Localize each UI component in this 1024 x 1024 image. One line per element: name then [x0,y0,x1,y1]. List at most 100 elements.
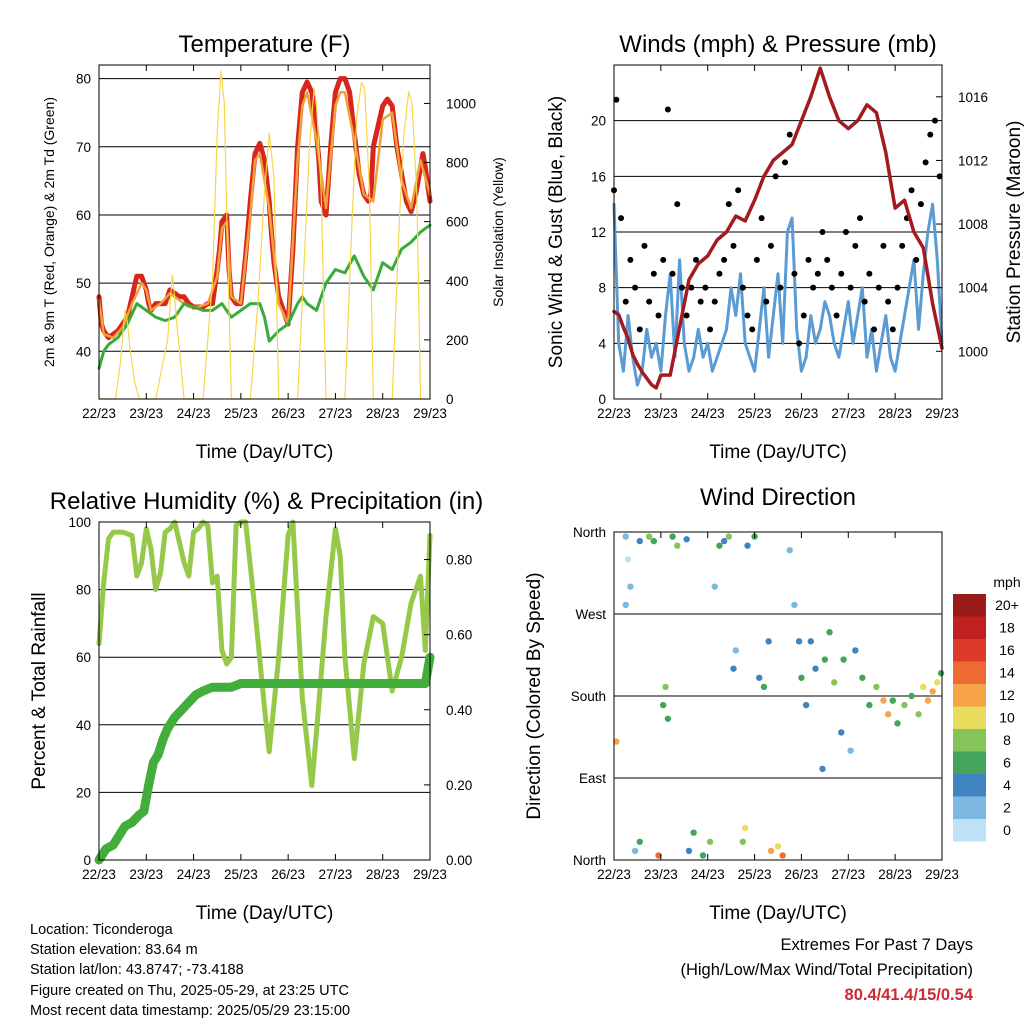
winds-gust-point [913,256,920,263]
wind_direction-point [884,711,892,718]
winds-gust-point [931,117,938,124]
humidity-ytick-label: 100 [68,515,91,530]
wind_direction-point [744,542,751,549]
wind_direction-xtick-label: 22/23 [597,867,631,882]
winds-ytick-label: 0 [598,392,606,407]
colorbar-swatch [953,796,986,819]
wind_direction-point [631,847,639,855]
wind_direction-xtick-label: 28/23 [878,867,912,882]
temperature-frame [98,64,431,400]
colorbar-label: 2 [1003,800,1011,816]
wind_direction-point [739,838,747,845]
winds-gust-point [688,284,695,291]
winds-xlabel: Time (Day/UTC) [709,442,847,463]
winds-gust-point [763,298,770,305]
winds-gust-point [613,96,620,103]
winds-gust-point [871,326,878,333]
winds-gust-point [669,270,676,277]
winds-gust-point [622,298,629,305]
wind_direction-point [786,547,793,554]
temperature-ytick-label: 40 [76,344,91,359]
winds-gust-point [678,284,685,291]
wind_direction-point [767,847,775,855]
colorbar-label: 16 [999,642,1015,658]
temperature-series-green [97,223,432,370]
humidity-y2tick-label: 0.00 [446,853,472,868]
colorbar-label: 8 [1003,732,1011,748]
winds-gust-point [852,242,859,249]
temperature-panel: 22/23 23/23 24/23 25/23 26/23 27/23 28/23 29/23… [41,31,506,463]
temperature-series-orange [97,91,432,339]
humidity-xtick-label: 24/23 [177,867,211,882]
colorbar-swatch [953,616,986,639]
wind_direction-point [613,738,620,745]
temperature-xlabel: Time (Day/UTC) [196,442,334,463]
wind_direction-point [690,829,697,836]
wind_direction-point [866,701,873,709]
wind_direction-point [622,533,629,540]
winds-xtick-label: 27/23 [831,406,865,421]
winds-gust-point [627,256,634,263]
wind_direction-point [699,852,707,859]
humidity-xlabel: Time (Day/UTC) [196,903,334,924]
wind_direction-point [720,537,728,545]
wind_direction-point [756,674,763,681]
winds-gust-point [782,159,789,166]
wind_direction-point [645,533,653,540]
temperature-xtick-label: 26/23 [271,406,305,421]
wind_direction-point [812,665,819,672]
humidity-ytick-label: 80 [76,583,91,598]
humidity-y2tick-label: 0.40 [446,703,472,718]
winds-gust-point [814,270,821,277]
winds-gust-point [767,242,774,249]
winds-ylabel: Sonic Wind & Gust (Blue, Black) [546,96,567,368]
wind_direction-point [802,701,810,709]
colorbar-label: 20+ [995,597,1019,613]
winds-gust-point [885,298,892,305]
temperature-ytick-label: 80 [76,72,91,87]
wind_direction-point [852,647,859,654]
extremes-subtitle: (High/Low/Max Wind/Total Precipitation) [680,961,973,979]
wind_direction-point [779,852,786,859]
wind_direction-ytick-label: South [571,689,606,704]
humidity-xtick-label: 27/23 [319,867,353,882]
wind_direction-point [732,647,740,654]
timestamp-text: Most recent data timestamp: 2025/05/29 2… [30,1002,351,1019]
wind_direction-point [880,697,887,704]
winds-gust-point [828,284,835,291]
wind_direction-point [765,638,772,645]
winds-ytick-label: 8 [598,281,606,296]
winds-gust-point [899,242,906,249]
temperature-y2tick-label: 200 [446,333,469,348]
latlon-text: Station lat/lon: 43.8747; -73.4188 [30,962,244,979]
winds-gust-point [857,215,863,222]
colorbar-label: 12 [999,687,1015,703]
humidity-ytick-label: 0 [83,853,91,868]
winds-gust-point [646,298,653,305]
winds-gust-point [674,201,681,208]
humidity-xtick-label: 25/23 [224,867,258,882]
winds-gust-point [922,159,929,166]
wind_direction-title: Wind Direction [700,484,856,511]
wind_direction-point [901,701,908,709]
winds-series-maroon [612,66,944,390]
colorbar-swatch [953,639,986,662]
wind_direction-point [819,765,826,773]
colorbar-swatch [953,774,986,797]
winds-ytick-label: 20 [591,114,606,129]
wind_direction-point [924,697,932,704]
colorbar-label: 18 [999,620,1015,636]
winds-gust-point [894,284,901,291]
colorbar-label: 10 [999,710,1015,726]
winds-gust-point [711,298,718,305]
wind_direction-point [655,852,662,859]
temperature-xtick-label: 23/23 [129,406,163,421]
winds-y2tick-label: 1012 [958,153,988,168]
winds-gust-point [683,312,690,319]
colorbar-swatch [953,594,986,617]
temperature-xtick-label: 22/23 [82,406,116,421]
winds-gust-point [772,173,779,180]
wind_direction-ytick-label: North [573,525,606,540]
winds-gust-point [861,298,868,305]
temperature-ytick-label: 60 [76,208,91,223]
